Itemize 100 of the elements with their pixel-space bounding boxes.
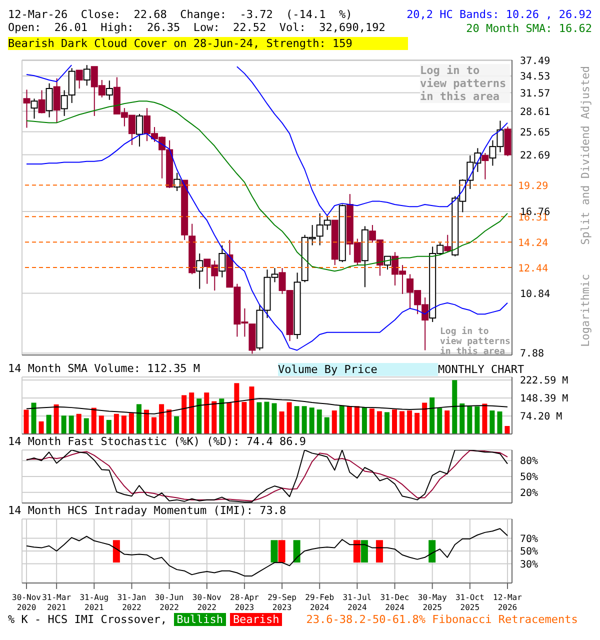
bar xyxy=(279,411,284,434)
bar xyxy=(362,408,367,434)
bar xyxy=(144,410,149,434)
candlestick xyxy=(136,113,143,148)
y-tick-label: 50% xyxy=(520,546,538,558)
bar xyxy=(128,413,134,434)
bar xyxy=(106,420,112,434)
bar xyxy=(422,402,428,434)
bar xyxy=(467,406,472,434)
y-tick-label: 70% xyxy=(520,534,538,545)
line-series xyxy=(26,528,508,576)
text: Bullish xyxy=(174,613,226,626)
y-tick-label: 74.20 M xyxy=(520,412,562,423)
y-tick-label: 34.53 xyxy=(520,72,550,83)
bar xyxy=(264,402,270,434)
chart-title: 14 Month HCS Intraday Momentum (IMI): 73.8 xyxy=(8,504,286,517)
x-tick-label: 31-Mar 2021 xyxy=(42,593,72,612)
candlestick xyxy=(76,70,83,89)
candlestick xyxy=(46,82,53,118)
bar xyxy=(249,386,254,434)
bar xyxy=(98,416,104,434)
text: Logarithmic xyxy=(579,274,592,347)
bar xyxy=(196,398,202,434)
bar xyxy=(166,410,172,434)
bar xyxy=(242,402,247,434)
text: Bearish Dark Cloud Cover on 28-Jun-24, Strength: 159 xyxy=(8,37,408,50)
bar xyxy=(332,410,337,434)
x-tick-label: 31-Dec 2024 xyxy=(380,593,410,612)
bar xyxy=(174,416,180,434)
ref-line-label: 12.44 xyxy=(518,263,548,274)
bar xyxy=(392,410,398,434)
bar xyxy=(437,408,442,434)
y-tick-label: 148.39 M xyxy=(520,394,568,405)
bar xyxy=(294,406,300,434)
x-tick-label: 29-Sep 2023 xyxy=(268,593,297,612)
bar xyxy=(504,426,510,434)
bar xyxy=(84,418,89,434)
y-tick-label: 22.69 xyxy=(520,150,550,162)
y-tick-label: 10.84 xyxy=(520,288,550,300)
text: MONTHLY CHART xyxy=(438,363,524,376)
chart-subtitle: Open: 26.01 High: 26.35 Low: 22.52 Vol: 32,690,192 xyxy=(8,21,386,34)
bar xyxy=(76,414,82,434)
bar xyxy=(316,410,322,434)
candlestick xyxy=(30,98,38,120)
y-tick-label: 37.49 xyxy=(520,56,550,68)
x-tick-label: 30-Nov 2020 xyxy=(12,593,42,612)
chart-title: 14 Month Fast Stochastic (%K) (%D): 74.4 86.9 xyxy=(8,435,306,448)
bar xyxy=(152,417,157,434)
bar xyxy=(384,412,390,434)
text: Volume By Price xyxy=(278,363,438,376)
ref-line-label: 14.24 xyxy=(518,238,548,250)
x-tick-label: 31-Aug 2021 xyxy=(80,593,109,612)
text: Split and Dividend Adjusted xyxy=(579,66,592,245)
bar xyxy=(430,397,435,434)
x-tick-label: 31-Jul 2024 xyxy=(342,593,372,612)
bar xyxy=(91,408,96,434)
y-tick-label: 20% xyxy=(520,488,538,499)
bar xyxy=(369,408,374,434)
line-series xyxy=(26,398,508,414)
candlestick xyxy=(53,78,60,124)
chart-title: 14 Month SMA Volume: 112.35 M xyxy=(8,362,200,375)
bar xyxy=(61,416,66,434)
y-tick-label: 80% xyxy=(520,456,538,468)
y-tick-label: 30% xyxy=(520,559,538,570)
bar xyxy=(234,383,240,434)
bar xyxy=(204,392,210,434)
bar xyxy=(339,405,344,434)
text: Bearish xyxy=(230,613,282,626)
bar xyxy=(346,406,352,434)
bar xyxy=(444,410,450,434)
x-tick-label: 28-Apr 2023 xyxy=(230,593,260,612)
text: 23.6-38.2-50-61.8% Fibonacci Retracements xyxy=(306,613,578,626)
bar xyxy=(68,416,74,434)
x-tick-label: 31-Jan 2022 xyxy=(117,593,146,612)
bar xyxy=(121,416,126,434)
bar xyxy=(474,406,480,434)
bar xyxy=(38,421,44,434)
candlestick xyxy=(444,234,452,253)
candlestick xyxy=(482,152,489,180)
bar xyxy=(286,402,292,434)
text: 20,2 HC Bands: 10.26 , 26.92 xyxy=(406,8,592,22)
bar xyxy=(482,404,488,434)
bar xyxy=(159,404,164,434)
bar xyxy=(407,410,412,434)
bar xyxy=(24,410,29,434)
bar xyxy=(324,417,330,434)
candlestick xyxy=(83,64,90,86)
candlestick xyxy=(106,80,113,100)
annotation: Log in to view patterns in this area xyxy=(420,64,510,103)
bar xyxy=(414,412,420,434)
y-tick-label: 50% xyxy=(520,472,538,484)
bar xyxy=(302,406,307,434)
x-tick-label: 12-Mar 2026 xyxy=(493,593,522,612)
annotation: Log in to view patterns in this area xyxy=(440,327,512,357)
bar xyxy=(354,406,360,434)
legend-title: % K - HCS IMI Crossover, xyxy=(8,613,168,626)
text: 20 Month SMA: 16.62 xyxy=(465,22,592,36)
bar xyxy=(460,403,465,434)
bar xyxy=(46,414,52,434)
ref-line-label: 19.29 xyxy=(518,181,548,192)
